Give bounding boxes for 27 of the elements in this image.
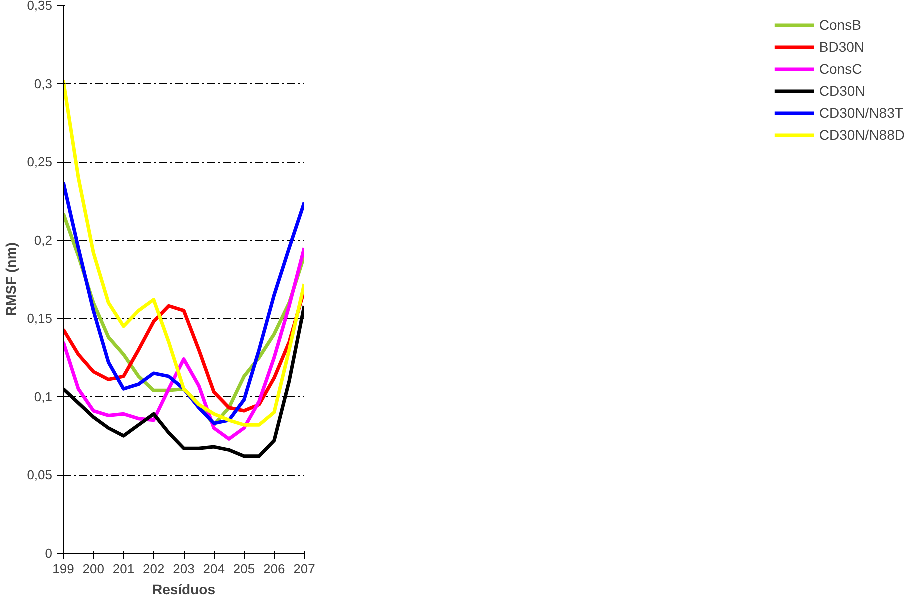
x-tick-label: 199 xyxy=(52,562,74,576)
legend-label: ConsB xyxy=(819,17,862,33)
y-tick-label: 0,35 xyxy=(27,0,53,13)
legend-label: BD30N xyxy=(819,39,865,55)
x-tick-label: 204 xyxy=(203,562,225,576)
legend-label: CD30N/N88D xyxy=(819,127,905,143)
y-tick-label: 0,15 xyxy=(27,311,53,326)
x-tick-label: 205 xyxy=(233,562,256,576)
y-tick-label: 0,2 xyxy=(34,232,53,248)
x-tick-label: 206 xyxy=(264,562,286,576)
x-tick-label: 207 xyxy=(294,562,316,576)
x-axis-title: Resíduos xyxy=(152,582,216,598)
y-tick-label: 0,1 xyxy=(34,389,53,404)
y-tick-label: 0,3 xyxy=(34,76,53,92)
y-tick-label: 0 xyxy=(45,546,53,561)
y-tick-label: 0,05 xyxy=(27,468,53,483)
line-series xyxy=(64,246,304,441)
y-tick-label: 0,25 xyxy=(27,154,53,170)
x-tick-label: 202 xyxy=(143,562,165,576)
line-series xyxy=(64,78,304,427)
legend-label: CD30N xyxy=(819,83,866,99)
legend-label: ConsC xyxy=(819,61,862,77)
x-tick-label: 200 xyxy=(82,562,104,576)
y-axis-title: RMSF (nm) xyxy=(3,242,20,316)
legend-label: CD30N/N83T xyxy=(819,105,904,121)
x-tick-label: 201 xyxy=(112,562,135,576)
x-tick-label: 203 xyxy=(173,562,195,576)
